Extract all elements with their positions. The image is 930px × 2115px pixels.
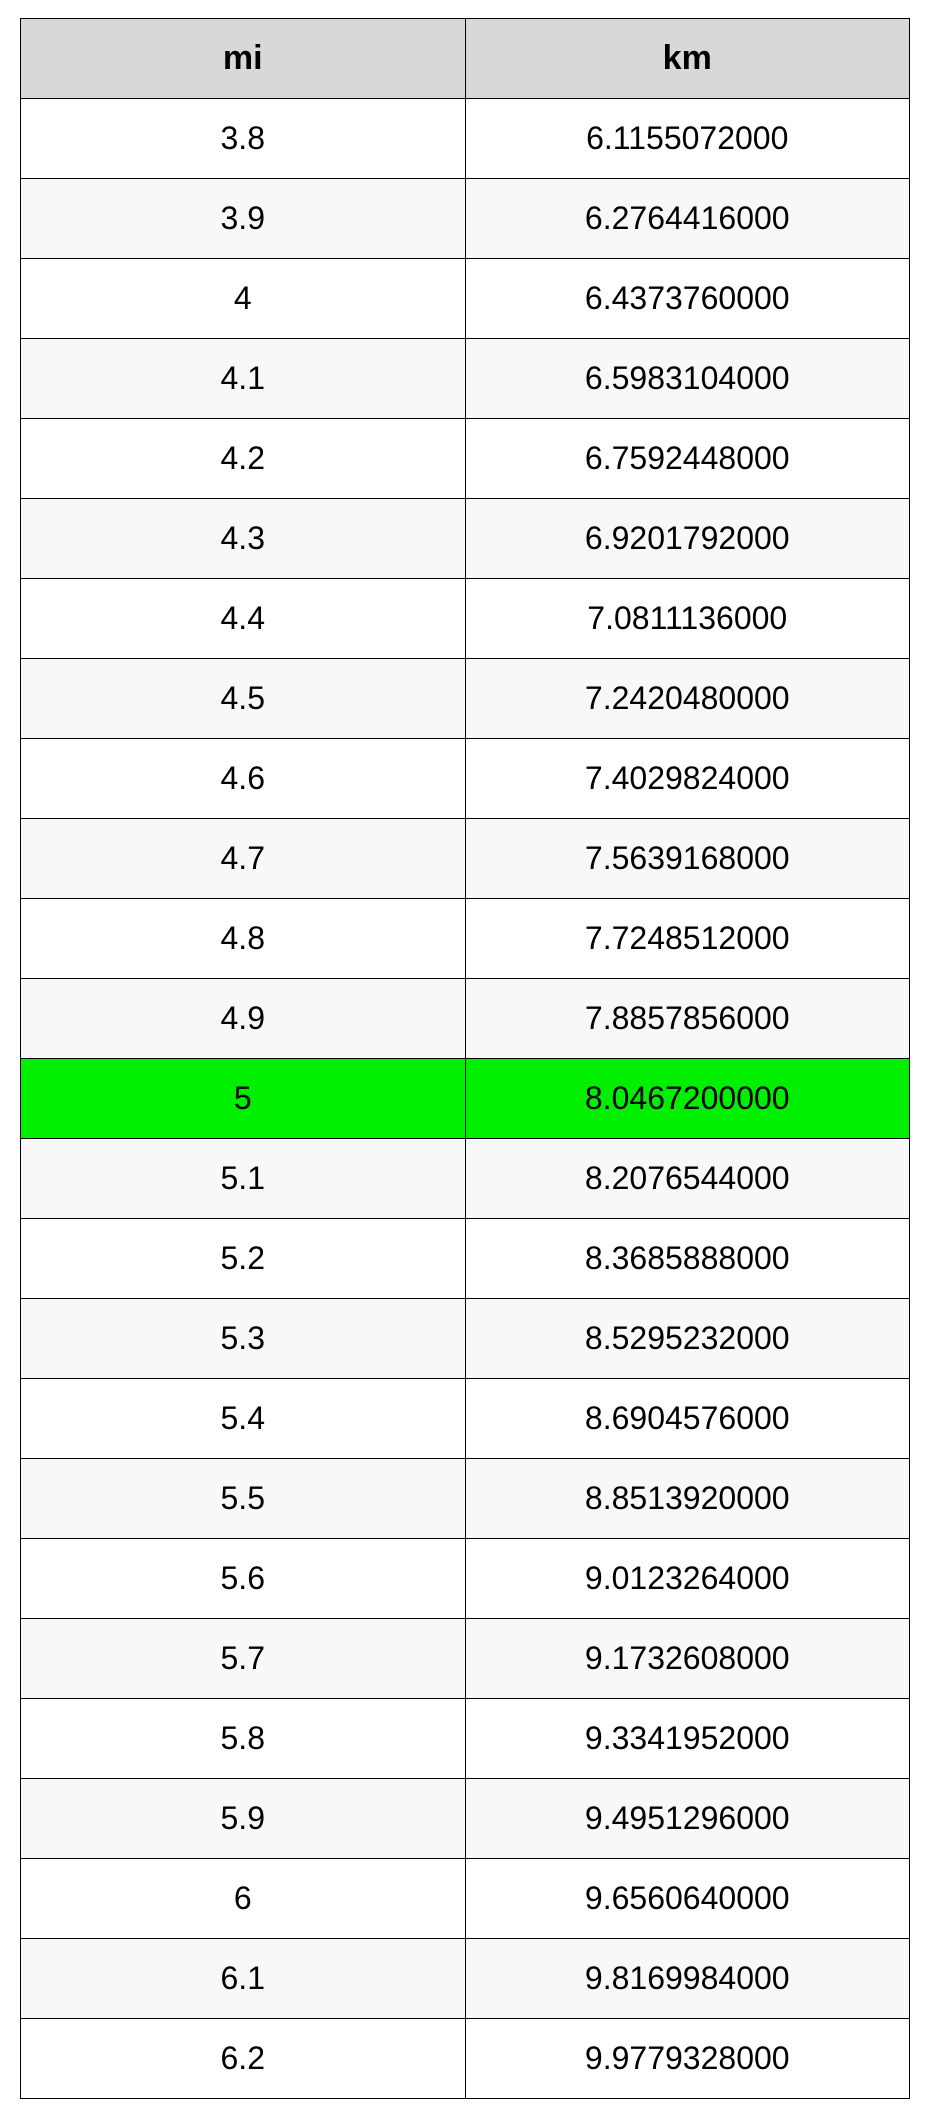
table-row: 4.87.7248512000 — [21, 899, 910, 979]
column-header-mi: mi — [21, 19, 466, 99]
cell-km: 8.0467200000 — [465, 1059, 910, 1139]
cell-mi: 5.1 — [21, 1139, 466, 1219]
cell-km: 8.5295232000 — [465, 1299, 910, 1379]
table-row: 5.48.6904576000 — [21, 1379, 910, 1459]
cell-mi: 4.5 — [21, 659, 466, 739]
cell-km: 7.8857856000 — [465, 979, 910, 1059]
table-row: 4.77.5639168000 — [21, 819, 910, 899]
cell-mi: 3.9 — [21, 179, 466, 259]
table-row: 5.79.1732608000 — [21, 1619, 910, 1699]
table-row: 3.96.2764416000 — [21, 179, 910, 259]
cell-km: 7.5639168000 — [465, 819, 910, 899]
cell-km: 7.0811136000 — [465, 579, 910, 659]
cell-km: 6.9201792000 — [465, 499, 910, 579]
cell-mi: 5.7 — [21, 1619, 466, 1699]
cell-km: 7.2420480000 — [465, 659, 910, 739]
cell-km: 7.7248512000 — [465, 899, 910, 979]
table-row: 4.97.8857856000 — [21, 979, 910, 1059]
cell-mi: 3.8 — [21, 99, 466, 179]
cell-km: 7.4029824000 — [465, 739, 910, 819]
table-row: 6.19.8169984000 — [21, 1939, 910, 2019]
table-row: 5.28.3685888000 — [21, 1219, 910, 1299]
cell-km: 6.5983104000 — [465, 339, 910, 419]
cell-mi: 4.9 — [21, 979, 466, 1059]
table-row: 4.26.7592448000 — [21, 419, 910, 499]
cell-km: 6.4373760000 — [465, 259, 910, 339]
cell-km: 8.6904576000 — [465, 1379, 910, 1459]
cell-mi: 5 — [21, 1059, 466, 1139]
table-row: 3.86.1155072000 — [21, 99, 910, 179]
table-row: 4.47.0811136000 — [21, 579, 910, 659]
table-row: 5.18.2076544000 — [21, 1139, 910, 1219]
cell-km: 6.2764416000 — [465, 179, 910, 259]
cell-mi: 5.2 — [21, 1219, 466, 1299]
cell-mi: 6.2 — [21, 2019, 466, 2099]
table-row: 5.58.8513920000 — [21, 1459, 910, 1539]
column-header-km: km — [465, 19, 910, 99]
cell-km: 8.2076544000 — [465, 1139, 910, 1219]
table-row: 4.67.4029824000 — [21, 739, 910, 819]
cell-km: 8.3685888000 — [465, 1219, 910, 1299]
cell-mi: 6 — [21, 1859, 466, 1939]
table-row: 4.16.5983104000 — [21, 339, 910, 419]
cell-mi: 4.7 — [21, 819, 466, 899]
cell-km: 9.3341952000 — [465, 1699, 910, 1779]
cell-mi: 6.1 — [21, 1939, 466, 2019]
cell-km: 9.9779328000 — [465, 2019, 910, 2099]
table-row: 5.89.3341952000 — [21, 1699, 910, 1779]
cell-mi: 5.4 — [21, 1379, 466, 1459]
cell-km: 6.7592448000 — [465, 419, 910, 499]
table-row: 46.4373760000 — [21, 259, 910, 339]
cell-mi: 5.5 — [21, 1459, 466, 1539]
cell-km: 6.1155072000 — [465, 99, 910, 179]
table-header-row: mi km — [21, 19, 910, 99]
cell-km: 9.0123264000 — [465, 1539, 910, 1619]
table-row: 4.57.2420480000 — [21, 659, 910, 739]
cell-mi: 4.3 — [21, 499, 466, 579]
cell-km: 9.4951296000 — [465, 1779, 910, 1859]
cell-mi: 4.4 — [21, 579, 466, 659]
cell-mi: 5.9 — [21, 1779, 466, 1859]
cell-mi: 5.3 — [21, 1299, 466, 1379]
cell-mi: 4.1 — [21, 339, 466, 419]
cell-mi: 4.2 — [21, 419, 466, 499]
table-row: 58.0467200000 — [21, 1059, 910, 1139]
cell-km: 9.1732608000 — [465, 1619, 910, 1699]
table-row: 5.69.0123264000 — [21, 1539, 910, 1619]
table-row: 5.99.4951296000 — [21, 1779, 910, 1859]
table-row: 5.38.5295232000 — [21, 1299, 910, 1379]
table-row: 69.6560640000 — [21, 1859, 910, 1939]
conversion-table: mi km 3.86.11550720003.96.276441600046.4… — [20, 18, 910, 2099]
cell-mi: 5.8 — [21, 1699, 466, 1779]
cell-km: 8.8513920000 — [465, 1459, 910, 1539]
cell-mi: 4.6 — [21, 739, 466, 819]
cell-mi: 5.6 — [21, 1539, 466, 1619]
cell-km: 9.6560640000 — [465, 1859, 910, 1939]
cell-mi: 4.8 — [21, 899, 466, 979]
table-row: 6.29.9779328000 — [21, 2019, 910, 2099]
table-row: 4.36.9201792000 — [21, 499, 910, 579]
cell-km: 9.8169984000 — [465, 1939, 910, 2019]
cell-mi: 4 — [21, 259, 466, 339]
